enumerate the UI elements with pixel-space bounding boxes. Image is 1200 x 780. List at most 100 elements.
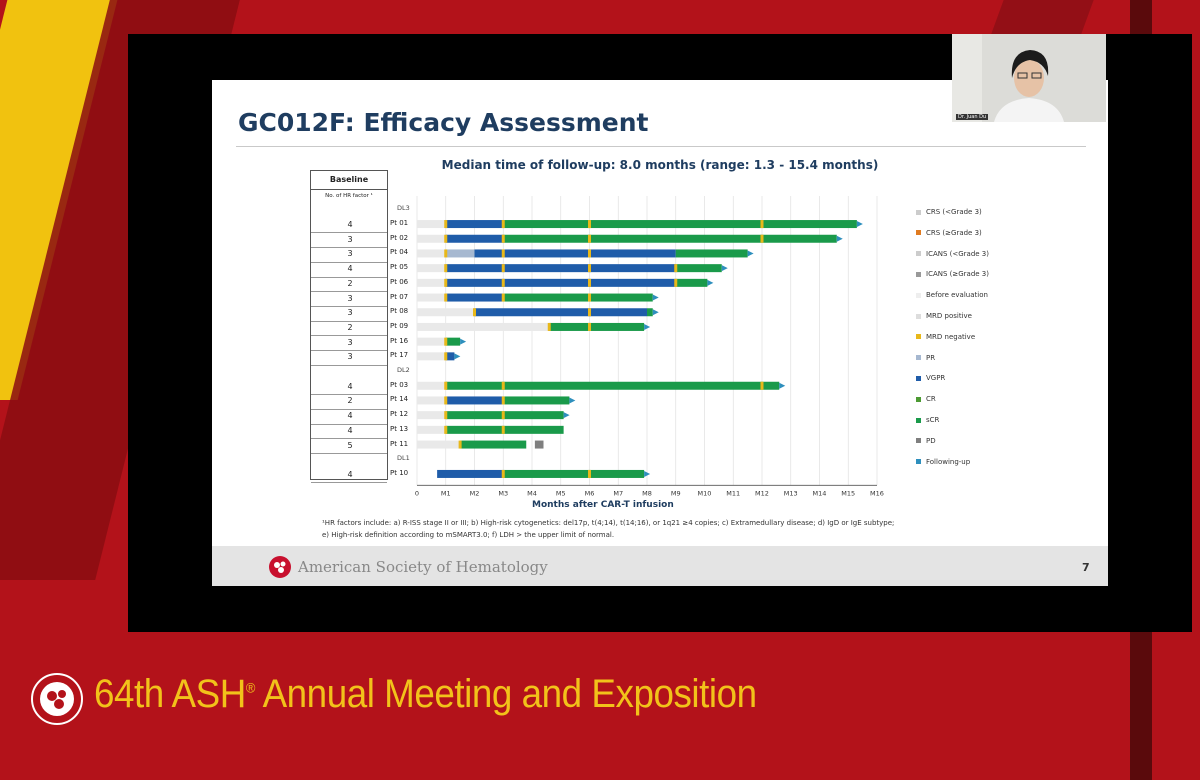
legend-swatch	[916, 334, 921, 340]
bar-segment-vgpr	[445, 264, 676, 273]
legend-label: Following-up	[926, 457, 971, 466]
legend-swatch	[916, 292, 921, 298]
bar-segment-before_eval	[417, 411, 446, 420]
following-up-arrow	[652, 294, 659, 301]
mrd-negative-marker	[444, 220, 448, 229]
hr-factor-value: 3	[347, 308, 353, 318]
table-row-divider	[311, 423, 387, 425]
swimmer-chart: 0 M1 M2 M3 M4 M5 M6 M7 M8 M9 M10 M11 M12 M13 M14 M15 M16	[415, 196, 884, 497]
mrd-negative-marker	[444, 264, 448, 273]
legend-item: MRD negative	[916, 333, 975, 341]
x-tick-label: M11	[726, 489, 740, 497]
mrd-negative-marker	[674, 278, 678, 287]
bar-segment-scr	[445, 337, 461, 346]
table-row-divider	[311, 232, 387, 234]
bar-segment-before_eval	[417, 440, 461, 449]
legend-label: ICANS (<Grade 3)	[926, 249, 989, 258]
mrd-negative-marker	[444, 234, 448, 243]
baseline-table: Baseline No. of HR factor ¹ 4 3 3 4 2 3 3 2 3 3 4 2…	[310, 170, 388, 484]
legend-swatch	[916, 313, 921, 319]
table-row-divider	[311, 305, 387, 307]
banner-suffix: Annual Meeting and Exposition	[254, 672, 757, 716]
legend-swatch	[916, 396, 921, 402]
mrd-negative-marker	[501, 234, 505, 243]
legend-item: Before evaluation	[916, 291, 988, 299]
x-tick-label: M14	[813, 489, 827, 497]
bar-segment-scr	[503, 234, 837, 243]
legend-label: Before evaluation	[926, 291, 988, 300]
mrd-negative-marker	[501, 425, 505, 434]
banner-prefix: 64th ASH	[94, 672, 246, 716]
title-divider	[236, 146, 1086, 147]
mrd-negative-marker	[444, 352, 448, 361]
dose-level-label: DL3	[397, 204, 410, 213]
legend-item: MRD positive	[916, 312, 972, 320]
following-up-arrow	[707, 279, 714, 286]
x-tick-label: M1	[441, 489, 451, 497]
bar-segment-scr	[675, 249, 748, 258]
mrd-negative-marker	[444, 337, 448, 346]
mrd-negative-marker	[588, 308, 591, 317]
hr-factor-value: 4	[347, 220, 353, 230]
bar-segment-vgpr	[474, 249, 676, 258]
baseline-table-header: Baseline	[311, 171, 387, 190]
mrd-negative-marker	[444, 411, 448, 420]
following-up-arrow	[460, 338, 467, 345]
mrd-negative-marker	[501, 264, 505, 273]
bar-segment-before_eval	[417, 381, 446, 390]
mrd-negative-marker	[501, 381, 505, 390]
following-up-arrow	[779, 382, 786, 389]
mrd-negative-marker	[588, 220, 591, 229]
mrd-negative-marker	[501, 396, 505, 405]
mrd-negative-marker	[501, 249, 505, 258]
legend-label: CR	[926, 395, 936, 404]
mrd-negative-marker	[588, 469, 591, 478]
bar-segment-before_eval	[417, 278, 446, 287]
hr-factor-value: 3	[347, 293, 353, 303]
legend-item: CR	[916, 395, 936, 403]
mrd-negative-marker	[444, 249, 448, 258]
hr-factor-value: 4	[347, 425, 353, 435]
mrd-negative-marker	[588, 234, 591, 243]
following-up-arrow	[856, 221, 863, 228]
hr-factor-value: 3	[347, 249, 353, 259]
table-row-divider	[311, 261, 387, 263]
mrd-negative-marker	[588, 264, 591, 273]
bar-segment-before_eval	[417, 396, 446, 405]
banner-registered: ®	[245, 679, 255, 696]
hr-factor-value: 3	[347, 234, 353, 244]
bar-segment-vgpr	[445, 293, 504, 302]
patient-label: Pt 01	[390, 219, 409, 228]
hr-factor-value: 3	[347, 337, 353, 347]
mrd-negative-marker	[588, 278, 591, 287]
speaker-video[interactable]: Dr. Juan Du	[952, 34, 1106, 122]
bar-segment-scr	[647, 308, 653, 317]
patient-label: Pt 13	[390, 424, 409, 433]
x-tick-label: M7	[613, 489, 623, 497]
following-up-arrow	[569, 397, 576, 404]
patient-label: Pt 14	[390, 395, 409, 404]
bar-segment-vgpr	[445, 234, 504, 243]
legend-item: PR	[916, 354, 935, 362]
legend-swatch	[916, 271, 921, 277]
ash-society-seal-icon	[31, 673, 83, 725]
bar-segment-before_eval	[417, 264, 446, 273]
slide: GC012F: Efficacy Assessment Median time …	[212, 80, 1108, 586]
patient-label: Pt 12	[390, 410, 409, 419]
following-up-arrow	[563, 412, 570, 419]
hr-factor-value: 4	[347, 469, 353, 479]
legend-item: Following-up	[916, 458, 970, 466]
table-row-divider	[311, 276, 387, 278]
mrd-negative-marker	[444, 278, 448, 287]
following-up-arrow	[454, 353, 461, 360]
legend-label: sCR	[926, 416, 940, 424]
bar-segment-before_eval	[417, 249, 446, 258]
speaker-avatar-icon	[952, 34, 1106, 122]
legend-item: VGPR	[916, 374, 945, 382]
bar-segment-scr	[503, 396, 570, 405]
bar-segment-pr	[445, 249, 475, 258]
legend-item: sCR	[916, 416, 939, 424]
table-row-divider	[311, 394, 387, 396]
bar-segment-scr	[503, 469, 645, 478]
patient-label: Pt 11	[390, 439, 409, 448]
